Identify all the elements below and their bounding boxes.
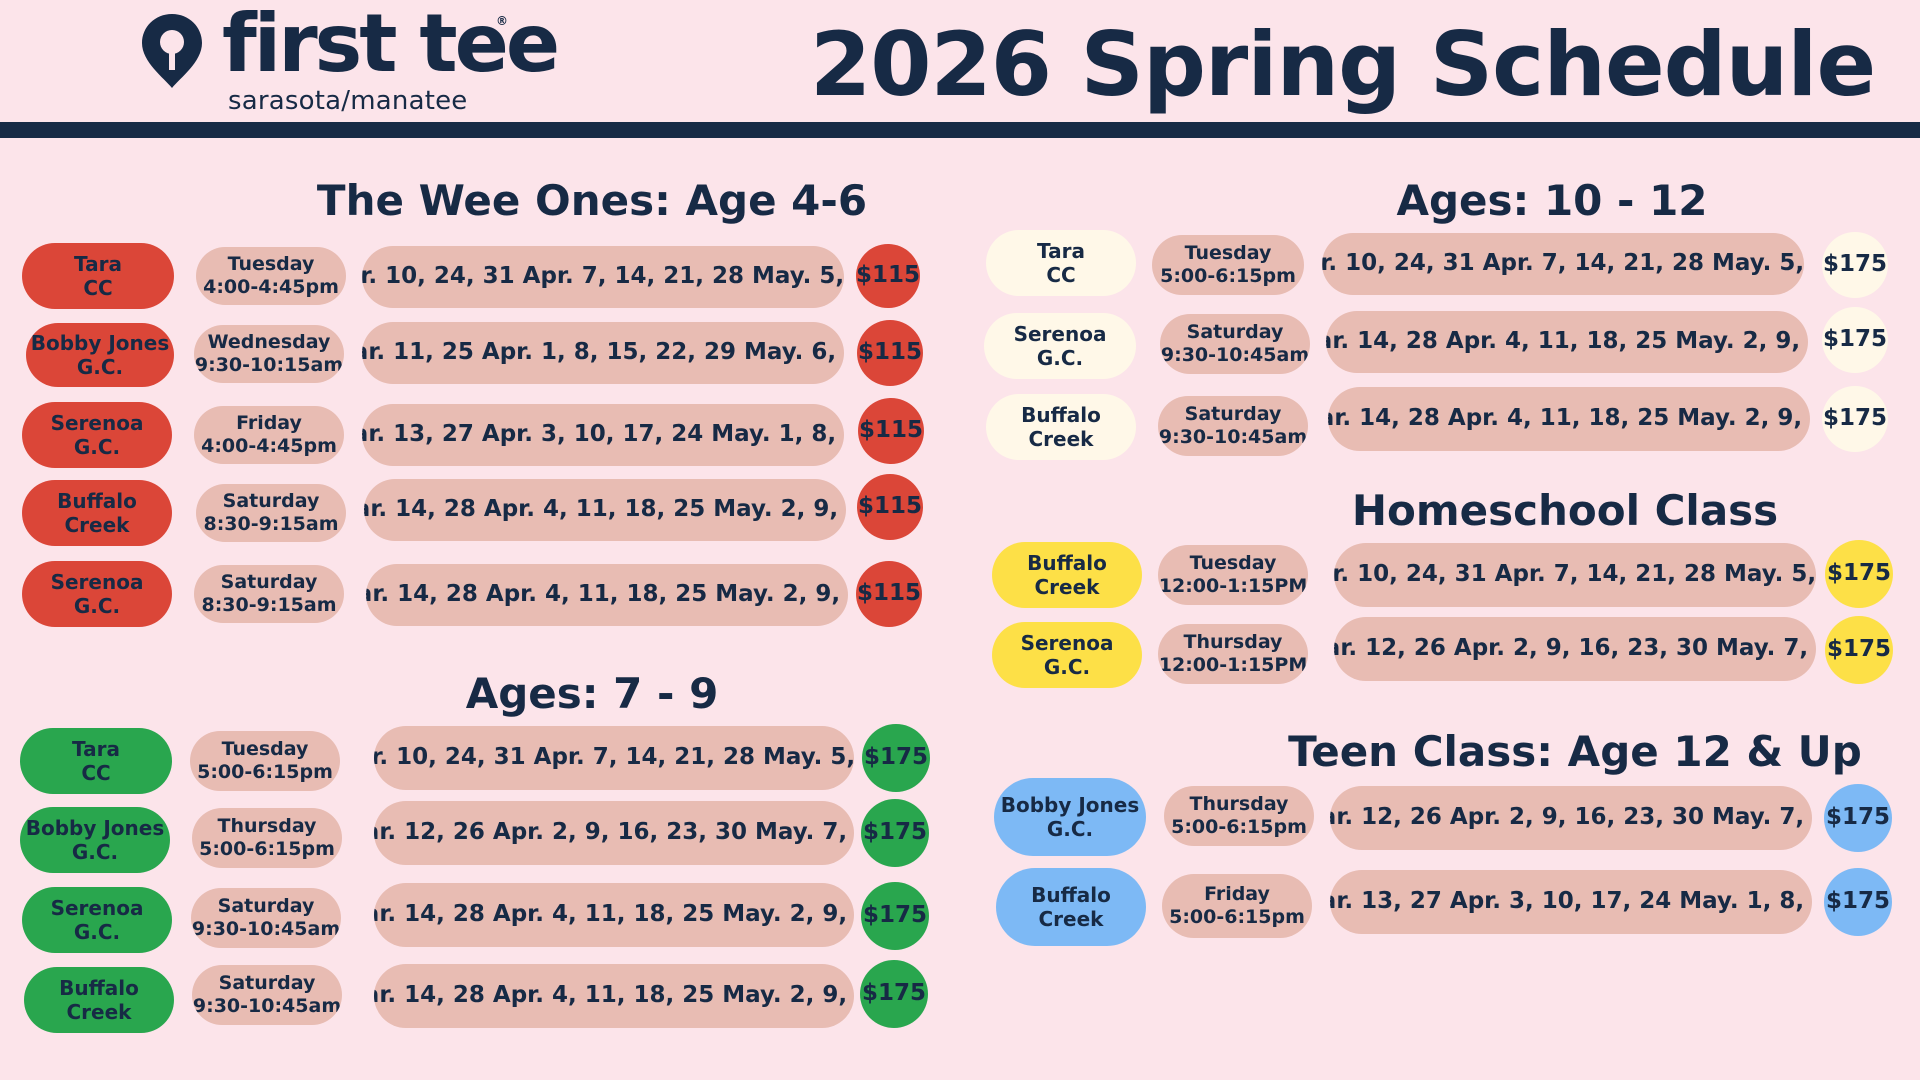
price-badge: $175 [861,882,929,950]
location-badge: Serenoa G.C. [22,561,172,627]
dates-pill: Mar. 13, 27 Apr. 3, 10, 17, 24 May. 1, 8… [1330,870,1812,934]
logo-wordmark: first tee [222,0,560,90]
location-badge: Bobby Jones G.C. [994,778,1146,856]
day-time-pill: Friday 4:00-4:45pm [194,406,344,464]
dates-pill: Mar. 14, 28 Apr. 4, 11, 18, 25 May. 2, 9… [374,964,854,1028]
dates-pill: Mar. 12, 26 Apr. 2, 9, 16, 23, 30 May. 7… [374,801,854,865]
dates-pill: Mar. 10, 24, 31 Apr. 7, 14, 21, 28 May. … [1322,233,1804,295]
dates-pill: Mar. 14, 28 Apr. 4, 11, 18, 25 May. 2, 9… [1326,311,1808,373]
dates-pill: Mar. 10, 24, 31 Apr. 7, 14, 21, 28 May. … [1334,543,1816,607]
day-time-pill: Tuesday 5:00-6:15pm [1152,235,1304,295]
dates-pill: Mar. 10, 24, 31 Apr. 7, 14, 21, 28 May. … [374,726,854,790]
dates-pill: Mar. 12, 26 Apr. 2, 9, 16, 23, 30 May. 7… [1334,617,1816,681]
section-title-ages-10-12: Ages: 10 - 12 [1396,176,1708,225]
location-badge: Bobby Jones G.C. [20,807,170,873]
logo-subtitle: sarasota/manatee [228,86,468,116]
day-time-pill: Friday 5:00-6:15pm [1162,874,1312,938]
registered-mark: ® [496,14,508,28]
dates-pill: Mar. 13, 27 Apr. 3, 10, 17, 24 May. 1, 8… [362,404,844,466]
price-badge: $115 [858,398,924,464]
price-badge: $115 [856,561,922,627]
location-badge: Tara CC [986,230,1136,296]
dates-pill: Mar. 14, 28 Apr. 4, 11, 18, 25 May. 2, 9… [374,883,854,947]
first-tee-logo[interactable]: first tee ® sarasota/manatee [140,0,560,120]
day-time-pill: Saturday 8:30-9:15am [196,484,346,542]
header: first tee ® sarasota/manatee 2026 Spring… [0,0,1920,122]
dates-pill: Mar. 14, 28 Apr. 4, 11, 18, 25 May. 2, 9… [364,479,846,541]
price-badge: $175 [1824,784,1892,852]
section-title-ages-7-9: Ages: 7 - 9 [465,669,719,718]
price-badge: $175 [1822,386,1888,452]
price-badge: $115 [856,244,920,308]
header-divider [0,122,1920,138]
location-badge: Tara CC [22,243,174,309]
location-badge: Serenoa G.C. [22,402,172,468]
day-time-pill: Saturday 9:30-10:45am [191,888,341,948]
day-time-pill: Thursday 5:00-6:15pm [192,808,342,868]
page-title: 2026 Spring Schedule [810,13,1876,116]
location-badge: Serenoa G.C. [984,313,1136,379]
section-title-teen: Teen Class: Age 12 & Up [1288,727,1862,776]
price-badge: $175 [1825,616,1893,684]
location-badge: Bobby Jones G.C. [26,323,174,387]
dates-pill: Mar. 14, 28 Apr. 4, 11, 18, 25 May. 2, 9… [1328,387,1810,451]
location-badge: Buffalo Creek [986,394,1136,460]
section-title-wee-ones: The Wee Ones: Age 4-6 [316,176,868,225]
price-badge: $115 [857,320,923,386]
day-time-pill: Saturday 9:30-10:45am [192,965,342,1025]
dates-pill: Mar. 14, 28 Apr. 4, 11, 18, 25 May. 2, 9… [366,564,848,626]
price-badge: $175 [1822,232,1888,298]
price-badge: $175 [862,724,930,792]
day-time-pill: Wednesday 9:30-10:15am [194,325,344,383]
location-badge: Serenoa G.C. [992,622,1142,688]
location-badge: Serenoa G.C. [22,887,172,953]
location-badge: Buffalo Creek [24,967,174,1033]
day-time-pill: Saturday 8:30-9:15am [194,565,344,623]
day-time-pill: Saturday 9:30-10:45am [1158,396,1308,456]
day-time-pill: Thursday 12:00-1:15PM [1158,624,1308,684]
price-badge: $175 [1822,307,1888,373]
day-time-pill: Saturday 9:30-10:45am [1160,314,1310,374]
location-pin-icon [142,14,202,88]
section-title-homeschool: Homeschool Class [1351,486,1779,535]
dates-pill: Mar. 12, 26 Apr. 2, 9, 16, 23, 30 May. 7… [1330,786,1812,850]
price-badge: $175 [1825,540,1893,608]
price-badge: $175 [1824,868,1892,936]
day-time-pill: Tuesday 12:00-1:15PM [1158,545,1308,605]
day-time-pill: Thursday 5:00-6:15pm [1164,786,1314,846]
price-badge: $175 [861,799,929,867]
day-time-pill: Tuesday 5:00-6:15pm [190,731,340,791]
dates-pill: Mar. 11, 25 Apr. 1, 8, 15, 22, 29 May. 6… [362,322,844,384]
dates-pill: Mar. 10, 24, 31 Apr. 7, 14, 21, 28 May. … [362,246,844,308]
price-badge: $115 [857,474,923,540]
day-time-pill: Tuesday 4:00-4:45pm [196,247,346,305]
price-badge: $175 [860,960,928,1028]
location-badge: Buffalo Creek [996,868,1146,946]
location-badge: Buffalo Creek [992,542,1142,608]
location-badge: Tara CC [20,728,172,794]
location-badge: Buffalo Creek [22,480,172,546]
